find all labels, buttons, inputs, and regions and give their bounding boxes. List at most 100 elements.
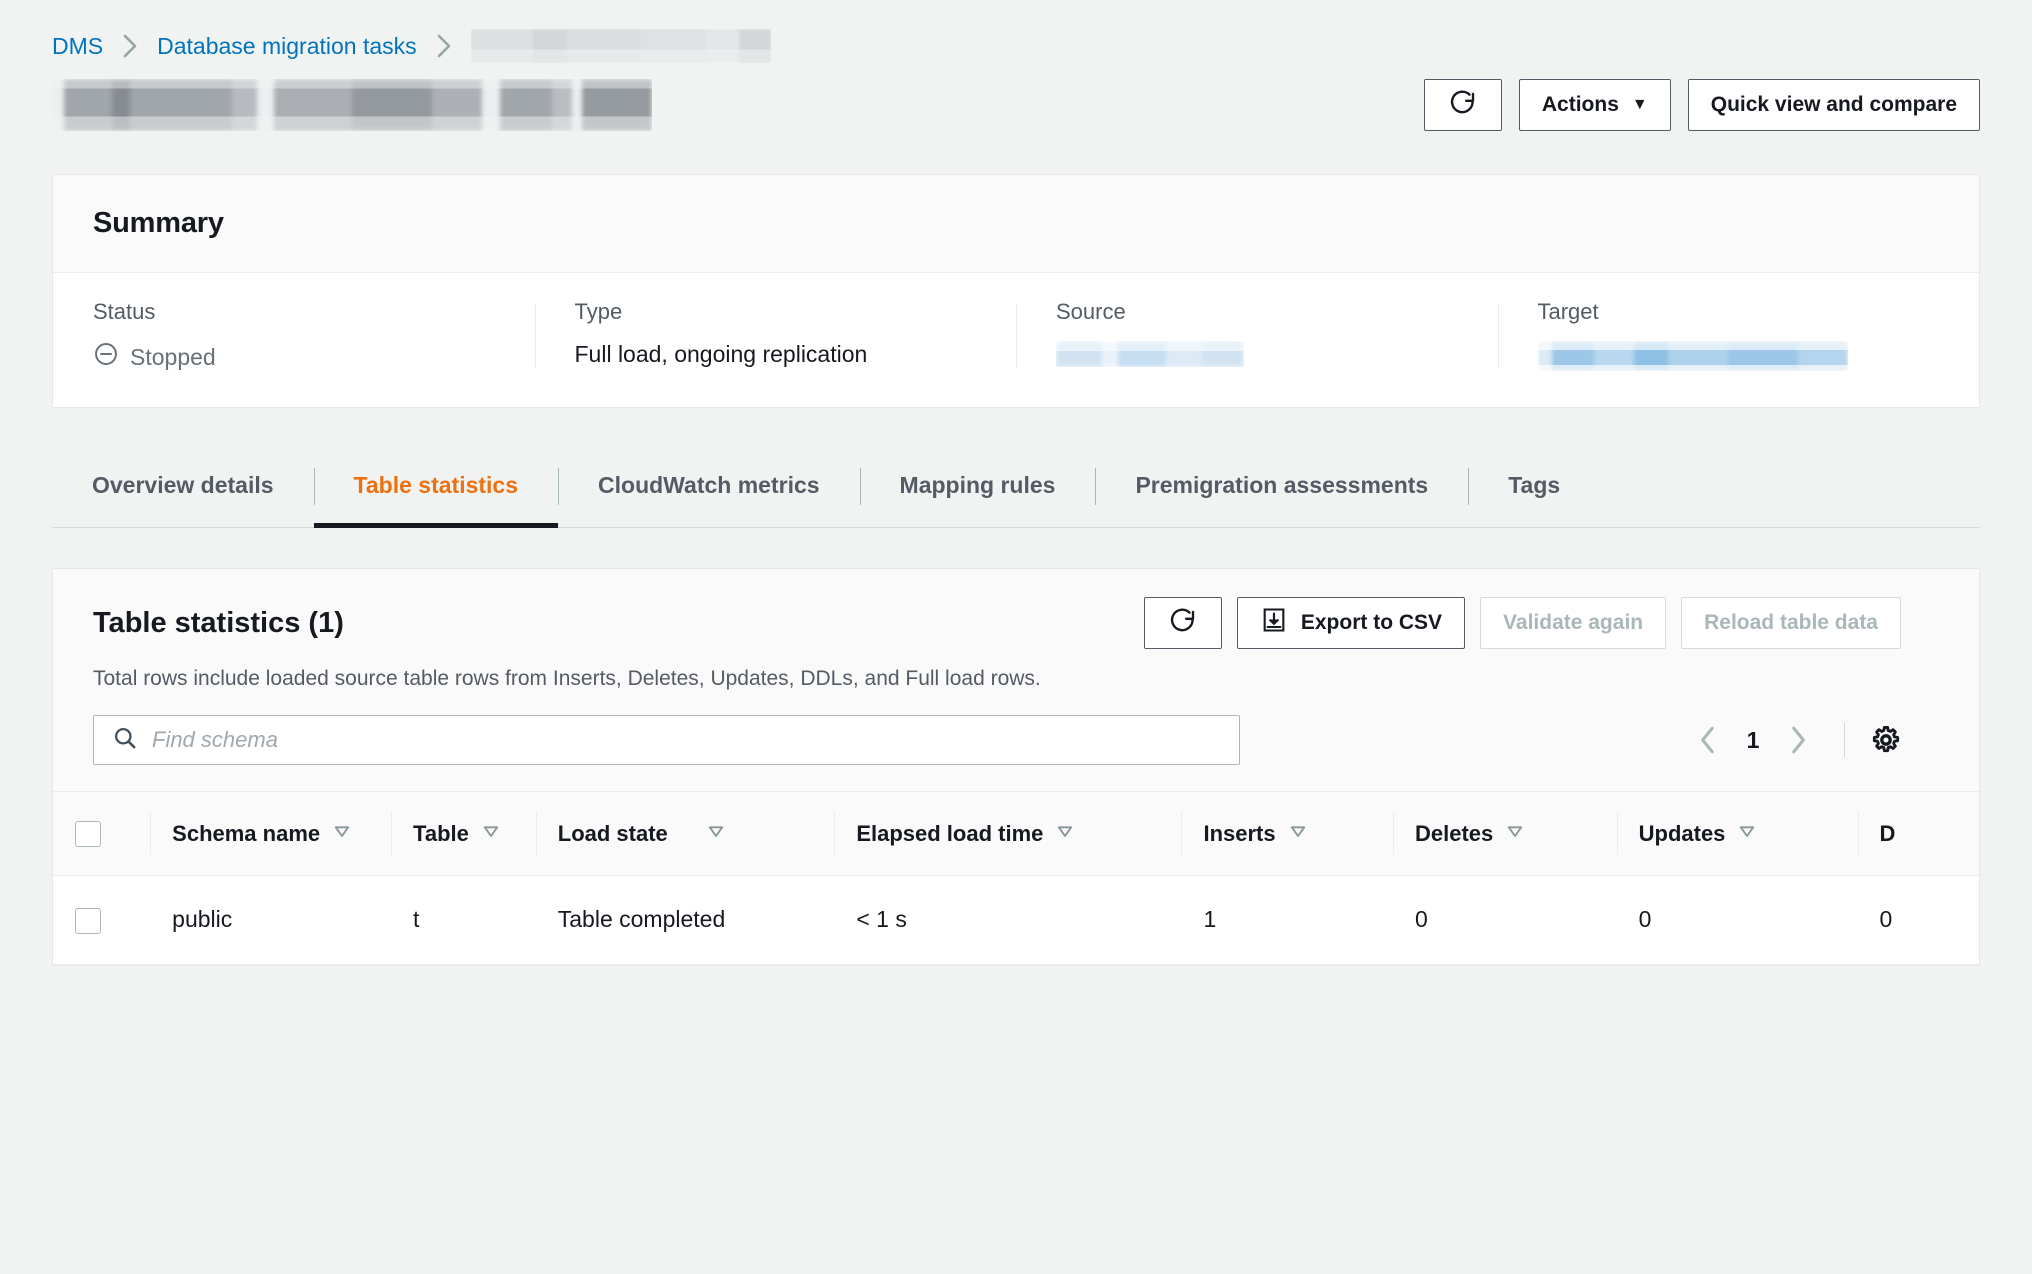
pagination-page-1[interactable]: 1 (1746, 726, 1760, 753)
cell-updates: 0 (1616, 875, 1858, 965)
column-header-schema-name[interactable]: Schema name (150, 791, 392, 876)
cell-table: t (391, 875, 536, 965)
row-checkbox[interactable] (75, 907, 101, 934)
summary-field-target: Target (1497, 299, 1980, 373)
tab-overview-details[interactable]: Overview details (52, 446, 314, 527)
target-endpoint-redacted (1537, 341, 1848, 371)
column-label: Elapsed load time (856, 820, 1044, 846)
summary-value-type: Full load, ongoing replication (574, 341, 868, 367)
tab-bar: Overview details Table statistics CloudW… (52, 446, 1980, 528)
sort-icon (706, 821, 726, 847)
summary-field-type: Type Full load, ongoing replication (534, 299, 1017, 373)
tab-premigration-assessments[interactable]: Premigration assessments (1095, 446, 1468, 527)
column-label: Inserts (1203, 820, 1276, 846)
export-to-csv-label: Export to CSV (1300, 611, 1443, 634)
select-all-checkbox[interactable] (75, 820, 101, 847)
summary-label-status: Status (93, 299, 156, 324)
summary-field-source: Source (1016, 299, 1498, 373)
table-panel-header: Table statistics (1) (53, 569, 1979, 791)
column-header-deletes[interactable]: Deletes (1392, 791, 1617, 876)
table-preferences-button[interactable] (1863, 717, 1909, 763)
breadcrumb-item-task-redacted[interactable] (470, 29, 771, 63)
sort-icon (1288, 821, 1308, 847)
column-label: Deletes (1414, 820, 1494, 846)
table-panel-description: Total rows include loaded source table r… (93, 667, 1041, 690)
tab-label: Premigration assessments (1135, 472, 1429, 498)
refresh-button[interactable] (1423, 79, 1502, 131)
column-header-ddls-clipped[interactable]: D (1857, 791, 1979, 876)
cell-inserts: 1 (1181, 875, 1393, 965)
status-badge: Stopped (93, 341, 495, 373)
tab-label: Table statistics (353, 472, 519, 498)
tab-cloudwatch-metrics[interactable]: CloudWatch metrics (558, 446, 860, 527)
breadcrumb-item-dms[interactable]: DMS (52, 32, 104, 59)
row-select-cell (53, 875, 151, 965)
quick-view-and-compare-button[interactable]: Quick view and compare (1687, 79, 1980, 131)
tab-label: Mapping rules (899, 472, 1056, 498)
summary-label-type: Type (574, 299, 623, 324)
table-row[interactable]: public t Table completed < 1 s 1 0 0 0 (53, 875, 1979, 965)
table-statistics-grid: Schema name Table Load (53, 791, 1979, 965)
cell-schema-name: public (150, 875, 392, 965)
summary-value-source-redacted[interactable] (1056, 341, 1458, 367)
chevron-right-icon (120, 33, 140, 59)
tab-table-statistics[interactable]: Table statistics (313, 446, 559, 528)
breadcrumb: DMS Database migration tasks (52, 0, 1980, 63)
column-header-elapsed-load-time[interactable]: Elapsed load time (834, 791, 1182, 876)
column-label: Updates (1638, 820, 1726, 846)
summary-card: Summary Status Stopped Type Full load (52, 174, 1980, 408)
sort-icon (1737, 821, 1757, 847)
actions-button[interactable]: Actions ▼ (1518, 79, 1671, 131)
search-icon (112, 725, 138, 756)
pagination-prev-button[interactable] (1680, 715, 1736, 765)
validate-again-button: Validate again (1480, 597, 1667, 649)
table-panel-title: Table statistics (1) (93, 606, 344, 639)
table-statistics-panel: Table statistics (1) (52, 568, 1980, 966)
pagination: 1 (1680, 715, 1909, 765)
column-header-inserts[interactable]: Inserts (1181, 791, 1393, 876)
source-endpoint-redacted (1056, 341, 1244, 367)
cell-elapsed-load-time: < 1 s (834, 875, 1182, 965)
summary-header: Summary (53, 175, 1979, 273)
column-label: Load state (557, 820, 668, 846)
cell-load-state: Table completed (535, 875, 835, 965)
export-to-csv-button[interactable]: Export to CSV (1236, 597, 1466, 649)
column-label: D (1879, 820, 1896, 846)
cell-deletes: 0 (1392, 875, 1617, 965)
tab-tags[interactable]: Tags (1468, 446, 1600, 527)
page-title-row: Actions ▼ Quick view and compare (52, 62, 1980, 148)
column-header-table[interactable]: Table (391, 791, 536, 876)
summary-field-status: Status Stopped (53, 299, 535, 373)
tab-mapping-rules[interactable]: Mapping rules (859, 446, 1096, 527)
status-value: Stopped (130, 343, 216, 370)
search-input[interactable] (152, 727, 1221, 753)
select-all-header (53, 791, 151, 876)
search-input-wrapper[interactable] (93, 715, 1240, 765)
column-header-updates[interactable]: Updates (1616, 791, 1858, 876)
table-header-row: Schema name Table Load (53, 791, 1979, 876)
page-actions: Actions ▼ Quick view and compare (1423, 79, 1980, 131)
table-scroll-region[interactable]: Schema name Table Load (53, 791, 1979, 965)
sort-icon (332, 821, 352, 847)
summary-label-source: Source (1056, 299, 1126, 324)
chevron-down-icon: ▼ (1631, 96, 1648, 113)
chevron-right-icon-2 (434, 33, 454, 59)
sort-icon (481, 821, 501, 847)
summary-heading: Summary (93, 207, 224, 239)
actions-button-label: Actions (1541, 93, 1619, 116)
summary-value-target-redacted[interactable] (1537, 341, 1940, 371)
table-filter-row: 1 (93, 691, 1939, 791)
column-header-load-state[interactable]: Load state (535, 791, 835, 876)
refresh-icon (1448, 87, 1478, 123)
table-panel-actions: Export to CSV Validate again Reload tabl… (1143, 597, 1901, 649)
column-label: Table (413, 820, 469, 846)
tab-label: Overview details (92, 472, 274, 498)
refresh-icon (1168, 605, 1198, 641)
reload-table-data-button: Reload table data (1681, 597, 1901, 649)
pagination-next-button[interactable] (1770, 715, 1826, 765)
table-refresh-button[interactable] (1143, 597, 1222, 649)
summary-body: Status Stopped Type Full load, ongoing r… (53, 273, 1979, 407)
breadcrumb-item-database-migration-tasks[interactable]: Database migration tasks (157, 32, 417, 59)
column-label: Schema name (172, 820, 321, 846)
summary-label-target: Target (1537, 299, 1599, 324)
